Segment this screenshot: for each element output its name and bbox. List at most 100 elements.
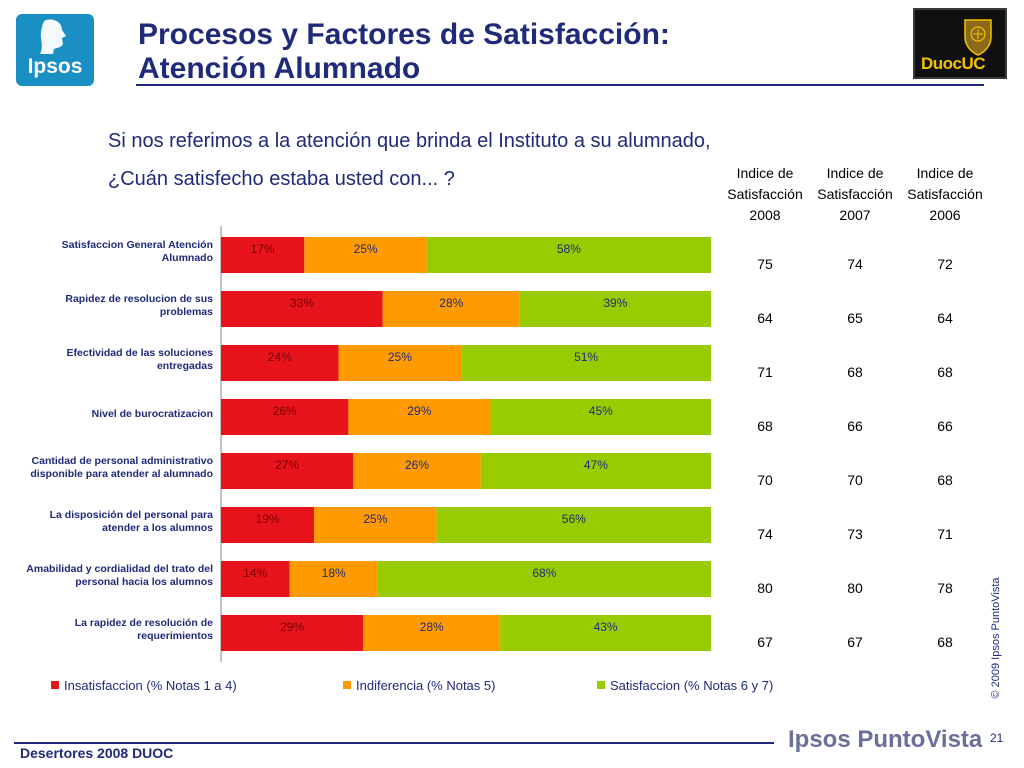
index-cell-row-8-col-3: 68 <box>937 634 953 650</box>
index-cell-row-5-col-3: 68 <box>937 472 953 488</box>
index-cell-row-7-col-1: 80 <box>757 580 773 596</box>
data-label-1-series-3: 58% <box>557 242 581 256</box>
index-header-2006-line3: 2006 <box>929 207 961 223</box>
data-label-2-series-1: 33% <box>290 296 314 310</box>
category-label-line1: Nivel de burocratizacion <box>91 408 213 420</box>
legend-item-3: Satisfaccion (% Notas 6 y 7) <box>597 678 773 693</box>
category-label-line1: Satisfaccion General Atención <box>61 239 213 251</box>
bar-segment-5-series-2 <box>353 453 481 489</box>
category-label-8: La rapidez de resolución de requerimiento… <box>14 617 213 643</box>
bar-segment-4-series-3 <box>490 399 711 435</box>
category-label-7: Amabilidad y cordialidad del trato del pe… <box>14 563 213 589</box>
data-label-7-series-3: 68% <box>532 566 556 580</box>
title-divider <box>136 84 984 86</box>
index-cell-row-7-col-3: 78 <box>937 580 953 596</box>
bar-segment-6-series-2 <box>314 507 437 543</box>
category-label-line1: Cantidad de personal administrativo <box>31 455 213 467</box>
crest-icon <box>964 19 992 56</box>
index-cell-row-4-col-3: 66 <box>937 418 953 434</box>
index-table-header: Indice de Satisfacción 2008 Indice de Sa… <box>720 163 990 225</box>
data-label-6-series-3: 56% <box>562 512 586 526</box>
category-label-line1: Rapidez de resolucion de sus <box>65 293 213 305</box>
category-label-line2: problemas <box>159 306 213 318</box>
data-label-7-series-2: 18% <box>322 566 346 580</box>
category-label-line2: atender a los alumnos <box>102 522 213 534</box>
index-cell-row-1-col-2: 74 <box>847 256 863 272</box>
duoc-logo-text: DuocUC <box>921 54 986 73</box>
bar-segment-7-series-1 <box>221 561 290 597</box>
legend-item-2: Indiferencia (% Notas 5) <box>343 678 495 693</box>
bar-segment-5-series-1 <box>221 453 354 489</box>
index-header-2008-line3: 2008 <box>749 207 781 223</box>
category-label-line1: La disposición del personal para <box>49 509 213 521</box>
index-header-2008: Indice de Satisfacción 2008 <box>720 163 810 226</box>
bar-segment-1-series-1 <box>221 237 305 273</box>
survey-question-line2: ¿Cuán satisfecho estaba usted con... ? <box>108 168 455 190</box>
bar-segment-3-series-1 <box>221 345 339 381</box>
bar-segment-8-series-2 <box>363 615 501 651</box>
index-cell-row-8-col-1: 67 <box>757 634 773 650</box>
index-cell-row-3-col-2: 68 <box>847 364 863 380</box>
data-label-8-series-3: 43% <box>594 620 618 634</box>
index-header-2007-line1: Indice de <box>826 165 884 181</box>
data-label-8-series-1: 29% <box>280 620 304 634</box>
index-cell-row-1-col-1: 75 <box>757 256 773 272</box>
category-label-3: Efectividad de las soluciones entregadas <box>14 347 213 373</box>
index-cell-row-3-col-1: 71 <box>757 364 773 380</box>
legend-label: Insatisfaccion (% Notas 1 a 4) <box>64 678 237 693</box>
legend-label: Indiferencia (% Notas 5) <box>356 678 496 693</box>
category-label-line1: Efectividad de las soluciones <box>66 347 213 359</box>
category-label-line2: disponible para atender al alumnado <box>30 468 213 480</box>
bar-segment-2-series-1 <box>221 291 383 327</box>
survey-question: Si nos referimos a la atención que brind… <box>108 122 711 198</box>
bar-segment-1-series-2 <box>304 237 427 273</box>
duoc-logo: DuocUC <box>913 8 1007 79</box>
legend-swatch <box>597 681 605 689</box>
category-label-line1: La rapidez de resolución de <box>74 617 213 629</box>
bar-segment-2-series-2 <box>382 291 520 327</box>
data-label-1-series-2: 25% <box>354 242 378 256</box>
index-cell-row-4-col-1: 68 <box>757 418 773 434</box>
category-label-line2: entregadas <box>156 360 213 372</box>
data-label-5-series-1: 27% <box>275 458 299 472</box>
category-label-line2: personal hacia los alumnos <box>75 576 213 588</box>
index-cell-row-3-col-3: 68 <box>937 364 953 380</box>
index-cell-row-8-col-2: 67 <box>847 634 863 650</box>
data-label-5-series-2: 26% <box>405 458 429 472</box>
data-label-3-series-1: 24% <box>268 350 292 364</box>
index-header-2006-line2: Satisfacción <box>907 186 983 202</box>
data-label-6-series-2: 25% <box>363 512 387 526</box>
index-header-2007-line3: 2007 <box>839 207 871 223</box>
data-label-4-series-3: 45% <box>589 404 613 418</box>
category-label-line2: requerimientos <box>137 630 213 642</box>
category-label-1: Satisfaccion General Atención Alumnado <box>14 239 213 265</box>
footer-brand-logo: Ipsos PuntoVista <box>788 726 983 753</box>
legend-swatch <box>51 681 59 689</box>
footer-left-text: Desertores 2008 DUOC <box>20 745 174 761</box>
index-header-2006: Indice de Satisfacción 2006 <box>900 163 990 226</box>
profile-face-icon <box>40 19 66 54</box>
category-label-line2: Alumnado <box>161 252 213 264</box>
ipsos-logo-text: Ipsos <box>27 55 83 78</box>
survey-question-line1: Si nos referimos a la atención que brind… <box>108 130 711 152</box>
data-label-4-series-2: 29% <box>407 404 431 418</box>
bar-segment-8-series-3 <box>500 615 711 651</box>
legend-swatch <box>343 681 351 689</box>
index-header-2007: Indice de Satisfacción 2007 <box>810 163 900 226</box>
legend-item-1: Insatisfaccion (% Notas 1 a 4) <box>51 678 237 693</box>
data-label-7-series-1: 14% <box>243 566 267 580</box>
data-label-8-series-2: 28% <box>420 620 444 634</box>
index-cell-row-4-col-2: 66 <box>847 418 863 434</box>
bar-segment-6-series-3 <box>436 507 711 543</box>
copyright-note: © 2009 Ipsos PuntoVista <box>990 577 1002 699</box>
index-cell-row-5-col-2: 70 <box>847 472 863 488</box>
page-title: Procesos y Factores de Satisfacción: Ate… <box>138 18 670 86</box>
category-label-5: Cantidad de personal administrativo dispo… <box>14 455 213 481</box>
index-cell-row-5-col-1: 70 <box>757 472 773 488</box>
data-label-3-series-3: 51% <box>574 350 598 364</box>
data-label-4-series-1: 26% <box>273 404 297 418</box>
data-label-5-series-3: 47% <box>584 458 608 472</box>
ipsos-logo: Ipsos <box>16 14 94 86</box>
index-cell-row-1-col-3: 72 <box>937 256 953 272</box>
